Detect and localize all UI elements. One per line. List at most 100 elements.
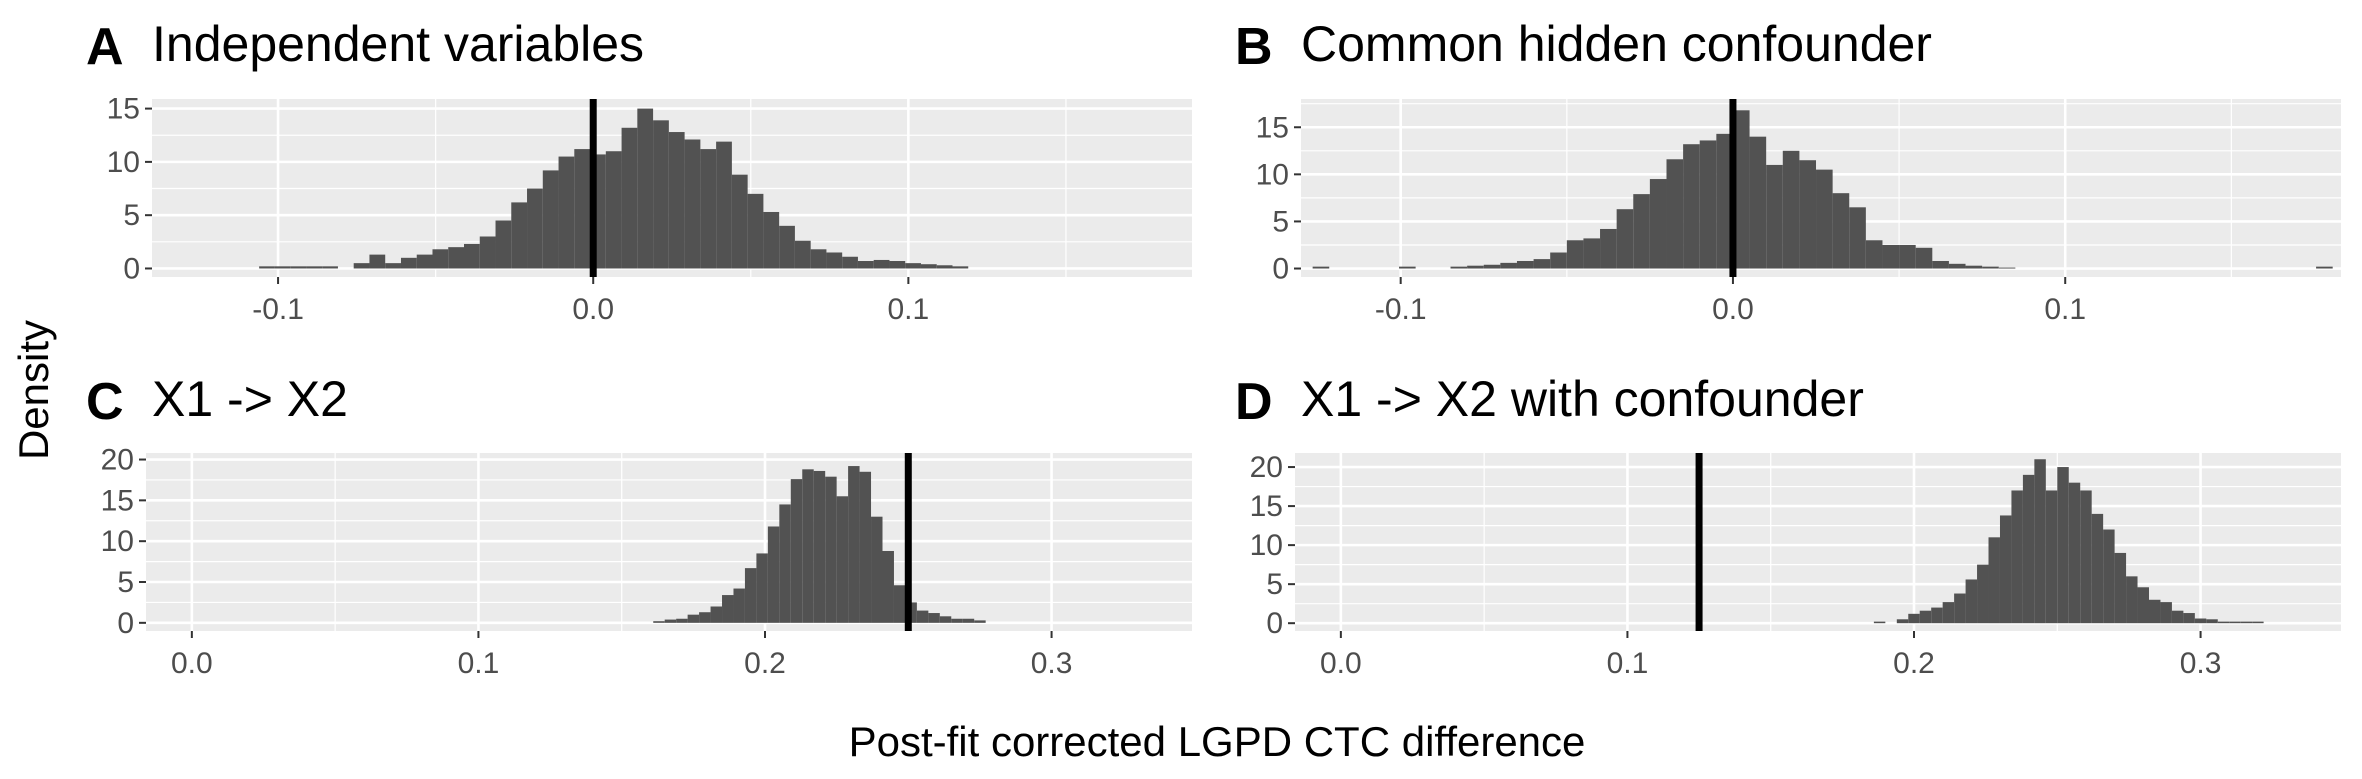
panel-d-histogram-bar: [2114, 552, 2127, 624]
panel-d-histogram-bar: [1919, 610, 1932, 624]
panel-d-histogram-bar: [2240, 621, 2253, 624]
panel-d-y-tick-label: 0: [1266, 607, 1283, 640]
panel-c-histogram-bar: [676, 618, 688, 623]
panel-d-histogram-bar: [2217, 621, 2230, 624]
panel-d-title: X1 -> X2 with confounder: [1301, 371, 1864, 427]
panel-b-x-tick-label: -0.1: [1375, 293, 1427, 326]
panel-b-y-tick-label: 5: [1272, 205, 1289, 238]
panel-b-histogram-bar: [1948, 263, 1966, 269]
panel-c: C X1 -> X2 0 5 10 15 20 0.0 0.1 0.2 0.3: [86, 371, 1192, 680]
panel-d-histogram-bar: [1999, 515, 2012, 624]
panel-a-histogram-bar: [716, 141, 732, 269]
panel-d-histogram-bar: [2034, 459, 2046, 624]
panel-a-histogram-bar: [920, 264, 937, 269]
panel-b-histogram-bar: [1782, 150, 1800, 269]
panel-c-histogram-bar: [893, 585, 906, 623]
panel-d-letter: D: [1235, 373, 1273, 431]
panel-d-histogram-bar: [2080, 490, 2092, 624]
panel-d-histogram-bar: [2229, 621, 2241, 624]
panel-c-histogram-bar: [664, 619, 677, 623]
panel-a-histogram-bar: [605, 151, 622, 269]
panel-c-y-tick-label: 10: [101, 525, 134, 558]
panel-c-letter: C: [86, 373, 124, 431]
panel-c-histogram-bar: [939, 616, 952, 623]
panel-b-histogram-bar: [1915, 247, 1933, 269]
panel-c-histogram-bar: [779, 504, 791, 623]
panel-a-x-tick-label: 0.0: [572, 293, 614, 326]
panel-a-histogram-bar: [274, 266, 291, 269]
panel-c-histogram-bar: [825, 476, 837, 623]
panel-d-histogram-bar: [1896, 619, 1909, 624]
panel-c-histogram-bar: [951, 618, 963, 623]
panel-b-histogram-bar: [1749, 136, 1767, 269]
panel-b-y-tick-label: 0: [1272, 253, 1289, 286]
panel-c-histogram-bar: [836, 496, 849, 623]
panel-a-histogram-bar: [400, 257, 417, 269]
panel-b-histogram-bar: [1982, 266, 1999, 269]
panel-a-histogram-bar: [668, 132, 685, 269]
panel-c-plot: 0 5 10 15 20 0.0 0.1 0.2 0.3: [101, 444, 1192, 680]
panel-a-histogram-bar: [558, 156, 575, 269]
panel-d-x-tick-label: 0.3: [2180, 647, 2222, 680]
panel-a-title: Independent variables: [152, 16, 644, 72]
panel-c-histogram-bar: [916, 610, 929, 623]
panel-a-histogram-bar: [511, 202, 528, 269]
panel-b-x-tick-label: 0.0: [1712, 293, 1754, 326]
panel-b-histogram-bar: [1483, 264, 1501, 269]
panel-b-x-tick-label: 0.1: [2044, 293, 2086, 326]
panel-a-histogram-bar: [621, 127, 638, 269]
panel-a-histogram-bar: [637, 108, 654, 269]
panel-d-histogram-bar: [2057, 467, 2069, 624]
panel-d-y-tick-label: 15: [1250, 490, 1283, 523]
panel-a-histogram-bar: [322, 266, 338, 269]
panel-b-letter: B: [1235, 18, 1273, 76]
panel-d-histogram-bar: [1977, 564, 1989, 624]
panel-d-histogram-bar: [2045, 490, 2058, 624]
panel-c-histogram-bar: [744, 568, 757, 623]
panel-b-histogram-bar: [1832, 193, 1850, 269]
panel-c-histogram-bar: [962, 618, 975, 623]
panel-c-histogram-bar: [859, 471, 872, 623]
panel-c-histogram-bar: [790, 479, 803, 623]
panel-c-histogram-bar: [653, 621, 665, 623]
panel-b-histogram-bar: [1516, 260, 1534, 269]
panel-d: D X1 -> X2 with confounder 0 5 10 15 20 0.0 0.…: [1235, 371, 2341, 680]
panel-d-histogram-bar: [2103, 529, 2115, 624]
panel-b: B Common hidden confounder 0 5 10 15 -0.1 0.0…: [1235, 16, 2341, 326]
panel-a-histogram-bar: [684, 139, 701, 269]
panel-a-histogram-bar: [731, 174, 748, 269]
panel-a-histogram-bar: [369, 254, 386, 269]
panel-a-histogram-bar: [779, 225, 795, 269]
panel-d-histogram-bar: [2206, 619, 2218, 624]
panel-d-histogram-bar: [1954, 593, 1966, 624]
panel-c-histogram-bar: [699, 612, 711, 623]
panel-a-histogram-bar: [857, 261, 874, 269]
panel-b-title: Common hidden confounder: [1301, 16, 1932, 72]
panel-c-x-tick-label: 0.1: [458, 647, 500, 680]
panel-d-histogram-bar: [2091, 513, 2104, 624]
panel-a-histogram-bar: [653, 120, 669, 269]
panel-b-histogram-bar: [1932, 260, 1949, 269]
panel-b-y-tick-label: 15: [1256, 111, 1289, 144]
panel-b-plot: 0 5 10 15 -0.1 0.0 0.1: [1256, 99, 2341, 326]
panel-b-histogram-bar: [1666, 159, 1684, 269]
panel-b-histogram-bar: [1716, 133, 1733, 269]
panel-b-histogram-bar: [1583, 238, 1601, 269]
panel-c-histogram-bar: [710, 606, 723, 623]
panel-a-histogram-bar: [794, 240, 811, 269]
panel-a-histogram-bar: [542, 170, 559, 269]
panel-a-histogram-bar: [448, 247, 464, 269]
panel-a-histogram-bar: [479, 236, 496, 269]
x-axis-title: Post-fit corrected LGPD CTC difference: [849, 718, 1586, 765]
panel-d-histogram-bar: [2160, 602, 2172, 624]
panel-a-y-tick-label: 15: [107, 93, 140, 126]
panel-a-histogram-bar: [416, 254, 433, 269]
panel-d-x-tick-label: 0.0: [1320, 647, 1362, 680]
panel-d-histogram-bar: [2194, 618, 2207, 624]
panel-d-histogram-bar: [2171, 610, 2184, 624]
panel-d-histogram-bar: [2011, 490, 2023, 624]
panel-b-histogram-bar: [1616, 209, 1634, 269]
panel-c-histogram-bar: [813, 470, 826, 623]
panel-a-histogram-bar: [905, 263, 921, 269]
